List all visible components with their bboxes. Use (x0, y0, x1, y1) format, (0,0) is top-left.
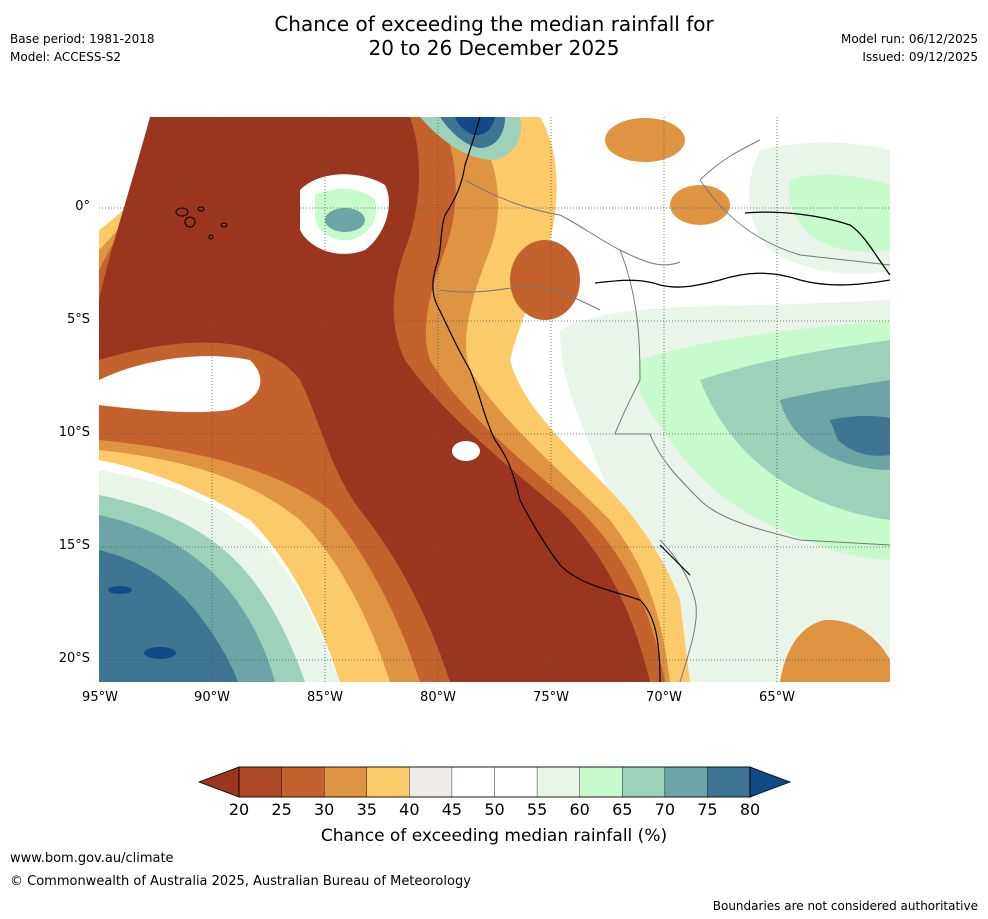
galapagos-islands (175, 206, 228, 240)
dark-orange-patch-ecuador-amazon (510, 240, 580, 320)
lon-label-75w: 75°W (533, 690, 569, 705)
lon-label-85w: 85°W (307, 690, 343, 705)
lake-titicaca (659, 544, 691, 576)
colorbar-tick-50: 50 (484, 800, 505, 819)
lat-label-10s: 10°S (58, 425, 90, 440)
green-north-east (788, 174, 890, 252)
colorbar-tick-75: 75 (697, 800, 718, 819)
colorbar-segment-75-80 (707, 766, 751, 798)
lat-label-0: 0° (75, 199, 90, 214)
colorbar-segment-60-65 (579, 766, 623, 798)
colorbar-segment-50-55 (494, 766, 538, 798)
footer-boundaries-note: Boundaries are not considered authoritat… (712, 899, 978, 913)
lon-label-70w: 70°W (646, 690, 682, 705)
colorbar-segment-40-45 (409, 766, 453, 798)
colorbar-tick-55: 55 (526, 800, 548, 819)
pacific-coastline (432, 116, 661, 683)
base-period-text: Base period: 1981-2018 (10, 32, 155, 46)
colorbar-tick-60: 60 (569, 800, 590, 819)
footer-copyright: © Commonwealth of Australia 2025, Austra… (10, 874, 471, 889)
dark-blue-spot-west (108, 586, 132, 594)
colorbar-segment-45-50 (451, 766, 496, 798)
rio-negro (744, 211, 891, 276)
colorbar-outline (238, 766, 751, 798)
colorbar-segment-25-30 (281, 766, 325, 798)
dark-blue-spot-south-west (144, 647, 176, 659)
page-title: Chance of exceeding the median rainfall … (0, 12, 988, 60)
colorbar-lower-arrow (197, 766, 240, 798)
footer-url[interactable]: www.bom.gov.au/climate (10, 851, 174, 866)
colorbar-segment-70-75 (664, 766, 709, 798)
title-line-1: Chance of exceeding the median rainfall … (274, 12, 714, 36)
graticule (99, 117, 890, 682)
title-line-2: 20 to 26 December 2025 (368, 36, 620, 60)
lat-label-15s: 15°S (58, 538, 90, 553)
lon-label-95w: 95°W (82, 690, 118, 705)
model-run-text: Model run: 06/12/2025 (840, 32, 978, 46)
amazon-river (594, 272, 891, 288)
colorbar-segments (238, 766, 751, 798)
metadata-right: Model run: 06/12/2025 Issued: 09/12/2025 (841, 30, 978, 66)
dark-blue-patch-north (455, 117, 495, 136)
lat-label-5s: 5°S (66, 312, 90, 327)
blue-south-west (99, 550, 238, 682)
colorbar-segment-35-40 (366, 766, 411, 798)
orange-patch-colombia (670, 185, 730, 225)
neutral-patch-west (99, 356, 261, 413)
colorbar-tick-20: 20 (228, 800, 250, 819)
orange-patch-north-east (605, 118, 685, 162)
lat-label-20s: 20°S (58, 651, 90, 666)
colorbar-tick-25: 25 (271, 800, 292, 819)
colorbar-tick-35: 35 (356, 800, 377, 819)
blue-zone-amazon (830, 415, 890, 456)
orange-patch-south-east (780, 619, 890, 682)
neutral-spot-offshore-peru (452, 441, 480, 461)
lon-label-65w: 65°W (759, 690, 795, 705)
probability-fields (99, 117, 890, 682)
colorbar-tick-40: 40 (399, 800, 420, 819)
colorbar-segment-55-60 (536, 766, 581, 798)
lon-label-80w: 80°W (420, 690, 456, 705)
colorbar (197, 766, 792, 798)
country-borders (439, 139, 891, 683)
lon-label-90w: 90°W (194, 690, 230, 705)
issued-text: Issued: 09/12/2025 (862, 50, 978, 64)
colorbar-tick-45: 45 (441, 800, 463, 819)
model-text: Model: ACCESS-S2 (10, 50, 122, 64)
colorbar-tick-65: 65 (612, 800, 633, 819)
colorbar-segment-30-35 (323, 766, 368, 798)
dark-red-core (99, 117, 650, 682)
colorbar-segment-65-70 (622, 766, 666, 798)
colorbar-segment-20-25 (238, 766, 283, 798)
metadata-left: Base period: 1981-2018 Model: ACCESS-S2 (10, 30, 155, 66)
colorbar-tick-70: 70 (654, 800, 675, 819)
colorbar-tick-30: 30 (313, 800, 335, 819)
teal-patch-galapagos-east (325, 208, 365, 232)
colorbar-title: Chance of exceeding median rainfall (%) (320, 826, 668, 846)
colorbar-tick-80: 80 (739, 800, 761, 819)
colorbar-upper-arrow (749, 766, 792, 798)
